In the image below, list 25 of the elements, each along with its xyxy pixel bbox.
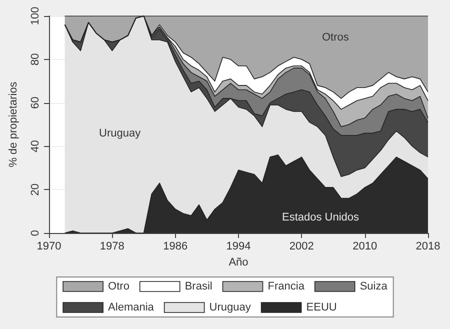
legend-label: Uruguay (209, 302, 252, 314)
x-tick-label: 1986 (163, 240, 188, 252)
y-tick-label: 0 (30, 230, 42, 236)
legend-label: Alemania (108, 302, 155, 314)
y-tick-label: 80 (30, 53, 42, 66)
y-tick-label: 40 (30, 140, 42, 152)
annotation: Otros (322, 32, 350, 44)
annotation: Uruguay (99, 128, 142, 140)
legend-label: Suiza (360, 280, 388, 292)
x-tick-label: 2002 (289, 240, 314, 252)
legend-label: Brasil (184, 280, 212, 292)
y-axis-title: % de propietarios (8, 81, 20, 168)
y-tick-label: 20 (30, 183, 42, 196)
x-tick-label: 1994 (226, 240, 251, 252)
legend-label: Francia (268, 280, 306, 292)
x-axis-title: Año (228, 256, 248, 268)
legend-label: Otro (108, 280, 130, 292)
x-tick-label: 2018 (416, 240, 440, 252)
legend-label: EEUU (306, 302, 337, 314)
x-tick-label: 1970 (36, 240, 62, 252)
annotation: Estados Unidos (282, 212, 360, 224)
x-tick-label: 2010 (352, 240, 378, 252)
y-tick-label: 60 (30, 96, 42, 109)
x-tick-label: 1978 (100, 240, 124, 252)
y-tick-label: 100 (30, 6, 42, 26)
